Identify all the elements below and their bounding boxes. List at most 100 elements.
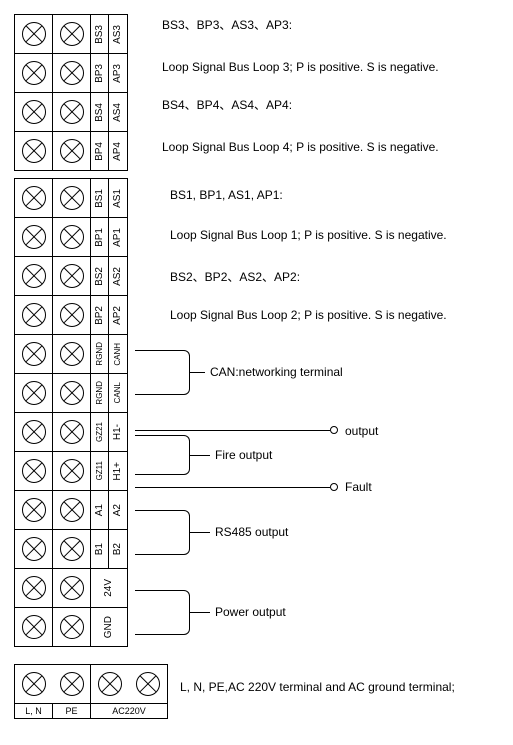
power-label: L, N [15, 704, 53, 718]
terminal-row: BS1 AS1 [15, 179, 127, 218]
connector-line [190, 372, 205, 373]
terminal [53, 257, 91, 295]
terminal-label: A2 [109, 491, 127, 529]
terminal [15, 257, 53, 295]
description-text: BS2、BP2、AS2、AP2: [170, 268, 300, 285]
terminal-icon [60, 672, 84, 696]
terminal [53, 132, 91, 170]
terminal [129, 665, 167, 703]
description-text: Loop Signal Bus Loop 3; P is positive. S… [162, 60, 439, 74]
bracket-can [135, 350, 190, 395]
terminal-icon [60, 61, 84, 85]
terminal [53, 569, 91, 607]
terminal-label: H1- [109, 413, 127, 451]
terminal-label: BP2 [91, 296, 109, 334]
terminal-row: GZ21 H1- [15, 413, 127, 452]
terminal-row: BP2 AP2 [15, 296, 127, 335]
terminal-icon [60, 139, 84, 163]
terminal [53, 374, 91, 412]
connector-line [190, 612, 210, 613]
terminal-row: BP4 AP4 [15, 132, 127, 170]
terminal-icon [60, 100, 84, 124]
terminal-label: RGND [91, 335, 109, 373]
terminal [15, 413, 53, 451]
terminal-icon [60, 303, 84, 327]
terminal-icon [60, 420, 84, 444]
terminal [15, 335, 53, 373]
terminal [15, 54, 53, 92]
terminal-label: BP1 [91, 218, 109, 256]
terminal-label: CANL [109, 374, 127, 412]
terminal-row: A1 A2 [15, 491, 127, 530]
terminal-icon [60, 342, 84, 366]
terminal [15, 569, 53, 607]
terminal [53, 491, 91, 529]
terminal-label: B1 [91, 530, 109, 568]
terminal [15, 93, 53, 131]
terminal [53, 296, 91, 334]
terminal-icon [60, 264, 84, 288]
terminal-icon [60, 498, 84, 522]
terminal-row: GZ11 H1+ [15, 452, 127, 491]
terminal-icon [60, 537, 84, 561]
terminal-label: AP4 [109, 132, 127, 170]
bottom-label-row: L, N PE AC220V [15, 703, 167, 718]
connector-line [190, 455, 210, 456]
terminal [15, 665, 53, 703]
terminal [15, 296, 53, 334]
terminal-icon [22, 264, 46, 288]
terminal-icon [60, 381, 84, 405]
description-text: CAN:networking terminal [210, 365, 343, 379]
terminal-block-3: L, N PE AC220V [14, 664, 168, 719]
terminal-icon [60, 186, 84, 210]
terminal-row: BS4 AS4 [15, 93, 127, 132]
terminal-icon [22, 576, 46, 600]
terminal-label: H1+ [109, 452, 127, 490]
terminal [15, 608, 53, 646]
terminal-label: AS4 [109, 93, 127, 131]
terminal-icon [22, 498, 46, 522]
terminal-icon [60, 225, 84, 249]
terminal [15, 374, 53, 412]
terminal-label: 24V [91, 569, 127, 607]
bracket-fire [135, 435, 190, 475]
power-label: PE [53, 704, 91, 718]
description-text: Power output [215, 605, 286, 619]
description-text: L, N, PE,AC 220V terminal and AC ground … [180, 680, 455, 694]
terminal-label: GZ11 [91, 452, 109, 490]
terminal [15, 491, 53, 529]
terminal-icon [60, 615, 84, 639]
fault-circle-icon [330, 483, 338, 491]
terminal-row: RGND CANH [15, 335, 127, 374]
terminal-row [15, 665, 167, 703]
terminal-label: BS4 [91, 93, 109, 131]
terminal-label: B2 [109, 530, 127, 568]
terminal-label: AS2 [109, 257, 127, 295]
terminal-icon [22, 420, 46, 444]
terminal-icon [22, 61, 46, 85]
description-text: BS3、BP3、AS3、AP3: [162, 16, 292, 33]
terminal [15, 218, 53, 256]
terminal-icon [22, 459, 46, 483]
terminal-icon [22, 381, 46, 405]
bracket-power [135, 590, 190, 635]
terminal-label: AP1 [109, 218, 127, 256]
terminal-label: GZ21 [91, 413, 109, 451]
terminal-row: GND [15, 608, 127, 646]
terminal [53, 335, 91, 373]
terminal-icon [22, 100, 46, 124]
description-text: BS4、BP4、AS4、AP4: [162, 96, 292, 113]
terminal [53, 15, 91, 53]
terminal [15, 530, 53, 568]
terminal-block-2: BS1 AS1 BP1 AP1 BS2 AS2 BP2 AP2 RGND CAN… [14, 178, 128, 647]
terminal-label: AS3 [109, 15, 127, 53]
description-text: output [345, 424, 378, 438]
terminal [53, 665, 91, 703]
terminal-row: B1 B2 [15, 530, 127, 569]
terminal-icon [60, 459, 84, 483]
terminal [15, 132, 53, 170]
terminal-icon [22, 303, 46, 327]
description-text: BS1, BP1, AS1, AP1: [170, 188, 283, 202]
terminal [53, 530, 91, 568]
terminal-label: AP3 [109, 54, 127, 92]
